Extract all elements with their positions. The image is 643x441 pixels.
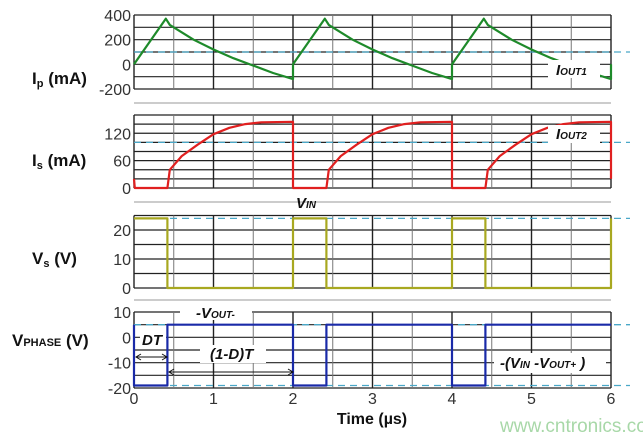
series-line-3 [132,323,611,387]
y-tick-label: 0 [122,57,131,74]
dt-arrow [135,353,168,361]
x-tick-label: 6 [607,391,616,408]
one-minus-d-t-arrow [168,368,294,376]
vin-label: VIN [296,195,317,212]
y-tick-label: 10 [113,305,131,322]
x-tick-label: 5 [527,391,536,408]
series-line-1 [132,120,613,190]
iout1-label: IOUT1 [556,62,587,79]
y-tick-label: -10 [108,356,131,373]
x-tick-label: 3 [368,391,377,408]
y-tick-label: 0 [122,181,131,198]
x-tick-label: 0 [130,391,139,408]
vout-minus-label: -VOUT- [196,305,236,322]
y-tick-label: -20 [108,381,131,398]
vphase-ylabel: VPHASE (V) [12,331,89,350]
series-line-0 [133,17,613,81]
series-line-2 [134,217,613,290]
y-tick-label: 60 [113,154,131,171]
vs-ylabel: Vs (V) [32,249,77,270]
dt-label: DT [142,332,164,349]
y-tick-label: 0 [122,281,131,298]
vin-minus-vout-label: -(VIN -VOUT+ ) [500,355,585,372]
y-tick-label: 0 [122,330,131,347]
x-tick-label: 4 [448,391,457,408]
y-tick-label: 400 [104,8,131,25]
one-minus-d-t-label: (1-D)T [210,346,255,363]
y-tick-label: 200 [104,33,131,50]
ip-ylabel: Ip (mA) [32,69,87,90]
y-tick-label: -200 [99,82,131,99]
y-tick-label: 10 [113,252,131,269]
y-tick-label: 120 [104,126,131,143]
x-tick-label: 2 [289,391,298,408]
is-ylabel: Is (mA) [32,151,86,172]
y-tick-label: 20 [113,223,131,240]
watermark: www.cntronics.com [499,416,643,437]
x-tick-label: 1 [209,391,218,408]
iout2-label: IOUT2 [556,126,587,143]
x-axis-label: Time (µs) [337,411,407,428]
